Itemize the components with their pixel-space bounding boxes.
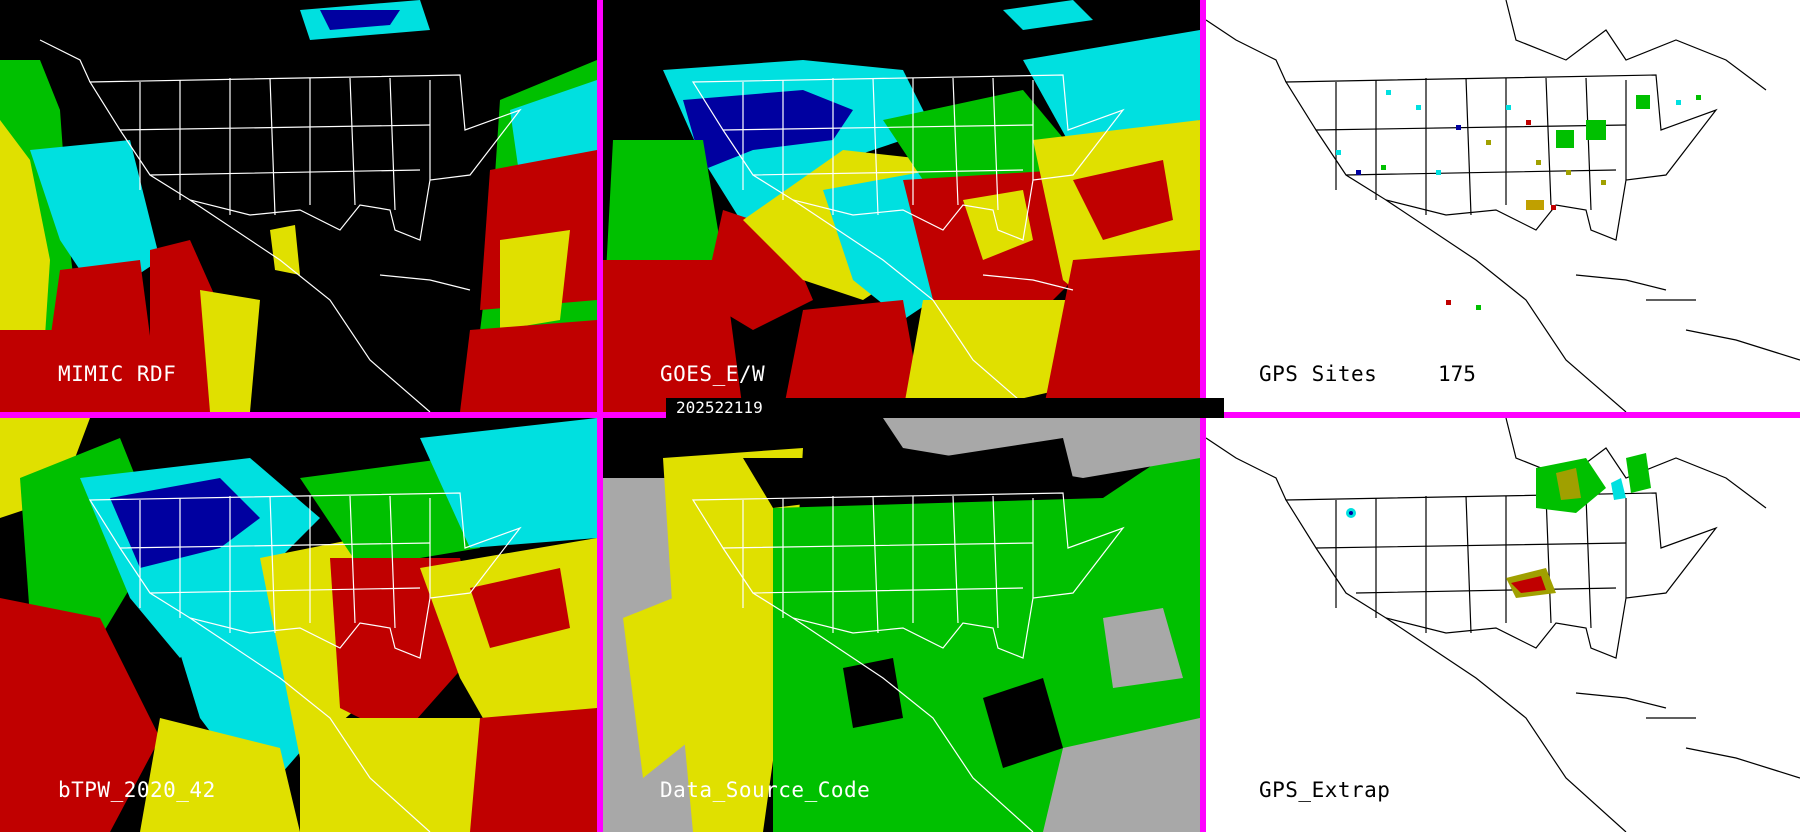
panel-goes-ew: GOES_E/W [603,0,1200,412]
timestamp-banner: 202522119 [666,398,1224,418]
gps-sites-label: GPS Sites [1259,362,1378,386]
data-source-map [603,418,1200,832]
mimic-rdf-map [0,0,597,412]
btpw-map [0,418,597,832]
gps-extrap-map [1206,418,1800,832]
panel-gps-sites: GPS Sites 175 [1206,0,1800,412]
btpw-label: bTPW_2020_42 [58,778,216,802]
panel-mimic-rdf: MIMIC RDF [0,0,597,412]
goes-ew-map [603,0,1200,412]
panel-data-source: Data_Source_Code [603,418,1200,832]
panel-gps-extrap: GPS_Extrap [1206,418,1800,832]
panel-btpw: bTPW_2020_42 [0,418,597,832]
gps-sites-count: 175 [1438,362,1476,386]
gps-sites-map [1206,0,1800,412]
gps-site-markers [1336,90,1701,310]
mimic-rdf-label: MIMIC RDF [58,362,177,386]
data-source-label: Data_Source_Code [660,778,871,802]
gps-extrap-label: GPS_Extrap [1259,778,1391,802]
goes-ew-label: GOES_E/W [660,362,766,386]
